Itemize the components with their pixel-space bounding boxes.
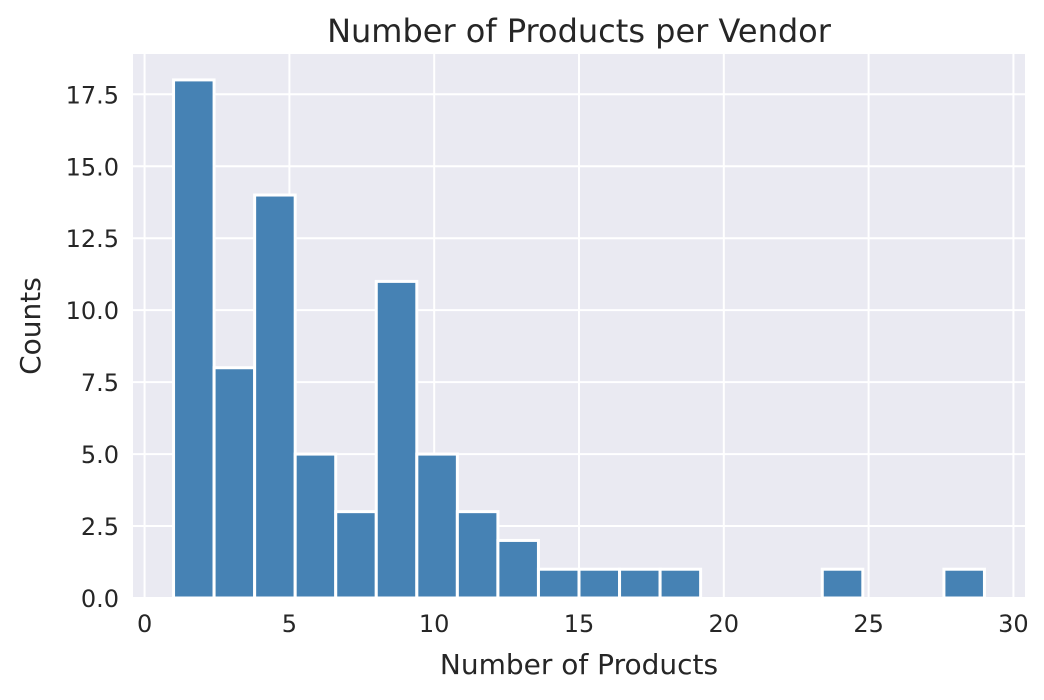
x-tick-label: 30 xyxy=(998,610,1029,638)
y-tick-label: 12.5 xyxy=(66,225,119,253)
y-tick-label: 17.5 xyxy=(66,81,119,109)
chart-title: Number of Products per Vendor xyxy=(327,12,832,50)
x-axis-label: Number of Products xyxy=(440,648,718,681)
histogram-bar xyxy=(293,452,338,600)
histogram-bars xyxy=(172,78,986,600)
histogram-bar xyxy=(455,510,500,600)
histogram-bar xyxy=(577,567,622,600)
histogram-bar xyxy=(496,538,540,600)
y-axis-ticks: 0.0 2.5 5.0 7.5 10.0 12.5 15.0 17.5 xyxy=(66,81,119,613)
y-tick-label: 15.0 xyxy=(66,153,119,181)
y-tick-label: 7.5 xyxy=(81,369,119,397)
x-tick-label: 10 xyxy=(419,610,450,638)
histogram-bar xyxy=(536,567,581,600)
y-tick-label: 2.5 xyxy=(81,513,119,541)
histogram-bar xyxy=(172,78,216,600)
x-tick-label: 15 xyxy=(564,610,595,638)
histogram-bar xyxy=(942,567,986,600)
histogram-bar xyxy=(374,279,419,600)
histogram-bar xyxy=(415,452,459,600)
x-tick-label: 20 xyxy=(709,610,740,638)
y-tick-label: 10.0 xyxy=(66,297,119,325)
y-tick-label: 0.0 xyxy=(81,585,119,613)
x-tick-label: 0 xyxy=(137,610,152,638)
x-tick-label: 5 xyxy=(282,610,297,638)
histogram-bar xyxy=(820,567,865,600)
x-axis-ticks: 0 5 10 15 20 25 30 xyxy=(137,610,1029,638)
histogram-bar xyxy=(658,567,703,600)
y-axis-label: Counts xyxy=(14,277,47,375)
histogram-bar xyxy=(253,193,297,600)
histogram-bar xyxy=(212,366,257,600)
histogram-bar xyxy=(618,567,662,600)
x-tick-label: 25 xyxy=(853,610,884,638)
histogram-bar xyxy=(334,510,378,600)
y-tick-label: 5.0 xyxy=(81,441,119,469)
